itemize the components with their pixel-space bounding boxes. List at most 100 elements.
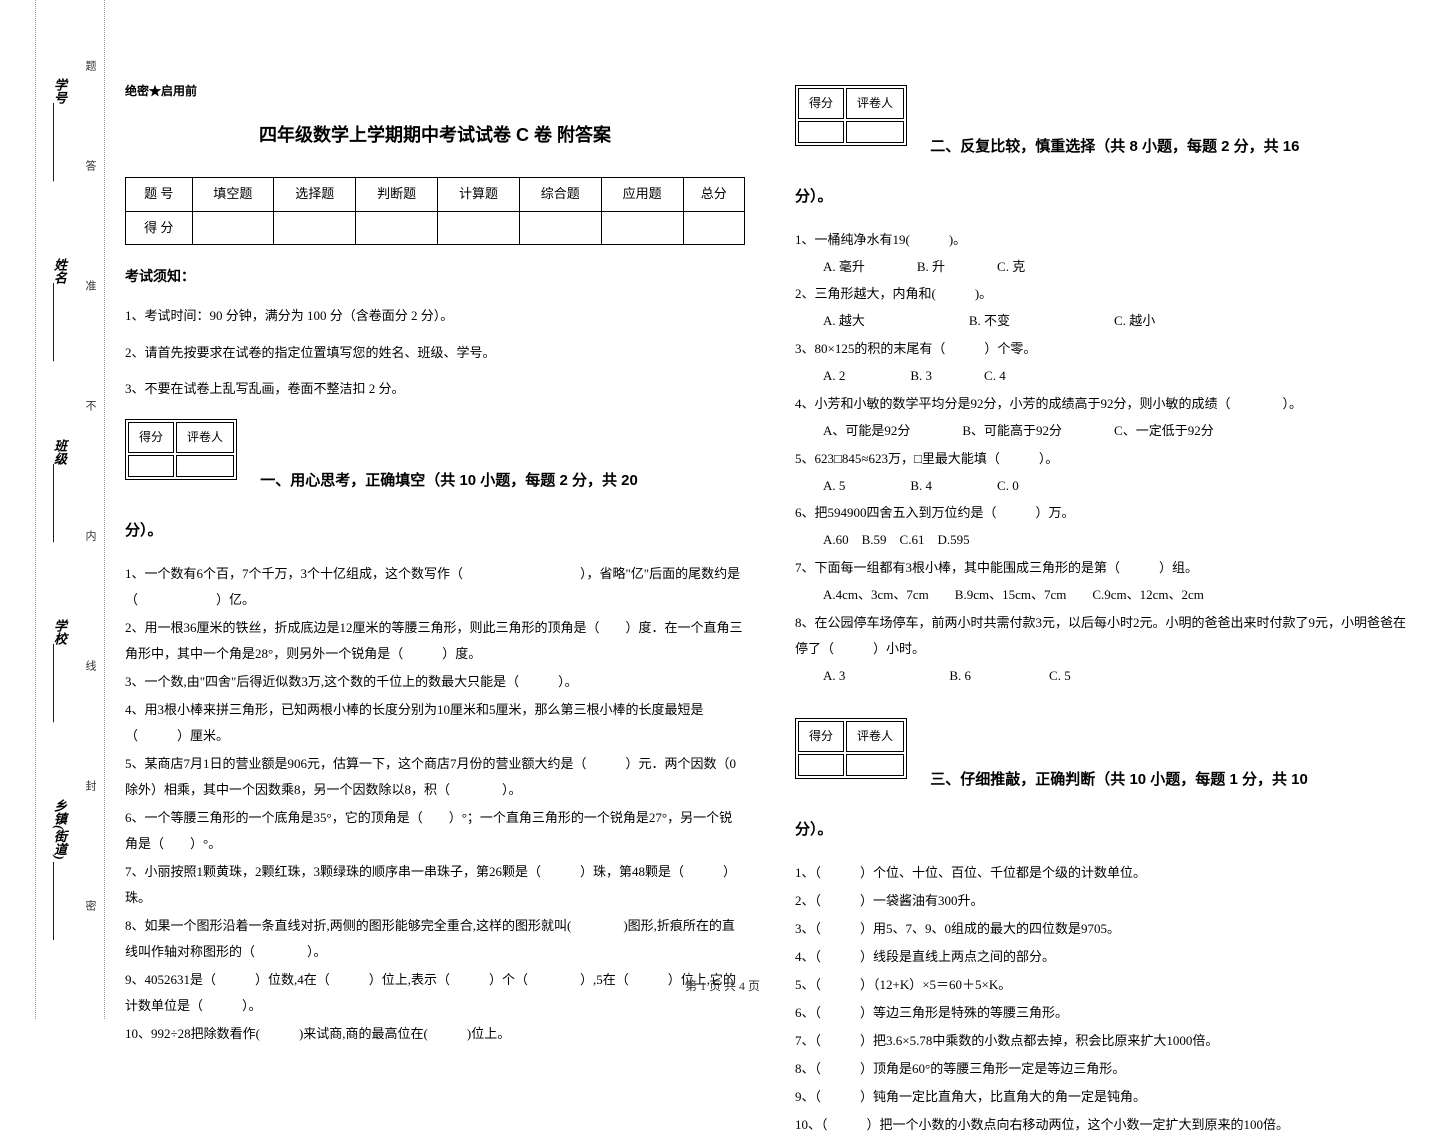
section2-title: 二、反复比较，慎重选择（共 8 小题，每题 2 分，共 16 — [930, 138, 1299, 155]
vlabel-name: 姓名____________ — [50, 258, 69, 362]
td-4 — [438, 211, 520, 245]
s3-q3: 3、（ ）用5、7、9、0组成的最大的四位数是9705。 — [795, 916, 1415, 942]
left-column: 绝密★启用前 四年级数学上学期期中考试试卷 C 卷 附答案 题 号 填空题 选择… — [125, 80, 745, 999]
sb2-e1 — [798, 121, 844, 143]
s3-q6: 6、（ ）等边三角形是特殊的等腰三角形。 — [795, 1000, 1415, 1026]
s3-q10: 10、（ ）把一个小数的小数点向右移动两位，这个小数一定扩大到原来的100倍。 — [795, 1112, 1415, 1138]
content-area: 绝密★启用前 四年级数学上学期期中考试试卷 C 卷 附答案 题 号 填空题 选择… — [105, 0, 1445, 1019]
confidential-label: 绝密★启用前 — [125, 80, 745, 103]
th-num: 题 号 — [126, 177, 193, 211]
s1-q9: 9、4052631是（ ）位数,4在（ ）位上,表示（ ）个（ ）,5在（ ）位… — [125, 967, 745, 1019]
th-choice: 选择题 — [274, 177, 356, 211]
s3-q1: 1、（ ）个位、十位、百位、千位都是个级的计数单位。 — [795, 860, 1415, 886]
vsmall-6: 封 — [82, 780, 98, 791]
s2-q6: 6、把594900四舍五入到万位约是（ ）万。 — [795, 500, 1415, 526]
sb2-grader: 评卷人 — [846, 88, 904, 119]
sb2-e2 — [846, 121, 904, 143]
s1-q1: 1、一个数有6个百，7个千万，3个十亿组成，这个数写作（ ），省略"亿"后面的尾… — [125, 561, 745, 613]
s3-q5: 5、（ ）（12+K）×5＝60＋5×K。 — [795, 972, 1415, 998]
td-label: 得 分 — [126, 211, 193, 245]
s3-q4: 4、（ ）线段是直线上两点之间的部分。 — [795, 944, 1415, 970]
section1-title: 一、用心思考，正确填空（共 10 小题，每题 2 分，共 20 — [260, 472, 638, 489]
vlabel-school: 学校____________ — [50, 619, 69, 723]
td-1 — [192, 211, 274, 245]
section1-title-cont: 分）。 — [125, 516, 745, 546]
dotted-line — [35, 0, 36, 1019]
s1-q4: 4、用3根小棒来拼三角形，已知两根小棒的长度分别为10厘米和5厘米，那么第三根小… — [125, 697, 745, 749]
s1-q5: 5、某商店7月1日的营业额是906元，估算一下，这个商店7月份的营业额大约是（ … — [125, 751, 745, 803]
sb3-e1 — [798, 754, 844, 776]
s3-q9: 9、（ ）钝角一定比直角大，比直角大的角一定是钝角。 — [795, 1084, 1415, 1110]
section3-title: 三、仔细推敲，正确判断（共 10 小题，每题 1 分，共 10 — [930, 771, 1308, 788]
th-fill: 填空题 — [192, 177, 274, 211]
th-comp: 综合题 — [519, 177, 601, 211]
vertical-labels: 学号____________ 姓名____________ 班级________… — [50, 0, 69, 1019]
td-3 — [356, 211, 438, 245]
vsmall-3: 不 — [82, 400, 98, 411]
s1-q3: 3、一个数,由"四舍"后得近似数3万,这个数的千位上的数最大只能是（ ）。 — [125, 669, 745, 695]
s2-q5-opts: A. 5 B. 4 C. 0 — [795, 474, 1415, 499]
s2-q2: 2、三角形越大，内角和( )。 — [795, 281, 1415, 307]
s1-q2: 2、用一根36厘米的铁丝，折成底边是12厘米的等腰三角形，则此三角形的顶角是（ … — [125, 615, 745, 667]
s3-q7: 7、（ ）把3.6×5.78中乘数的小数点都去掉，积会比原来扩大1000倍。 — [795, 1028, 1415, 1054]
section3-title-cont: 分）。 — [795, 815, 1415, 845]
s2-q8-opts: A. 3 B. 6 C. 5 — [795, 664, 1415, 689]
vlabel-id: 学号____________ — [50, 78, 69, 182]
sb1-e1 — [128, 455, 174, 477]
vsmall-5: 线 — [82, 660, 98, 671]
vsmall-7: 密 — [82, 900, 98, 911]
instr-1: 1、考试时间：90 分钟，满分为 100 分（含卷面分 2 分）。 — [125, 304, 745, 329]
page-footer: 第 1 页 共 4 页 — [685, 977, 760, 994]
score-table-value-row: 得 分 — [126, 211, 745, 245]
instructions-list: 1、考试时间：90 分钟，满分为 100 分（含卷面分 2 分）。 2、请首先按… — [125, 304, 745, 402]
score-table-header-row: 题 号 填空题 选择题 判断题 计算题 综合题 应用题 总分 — [126, 177, 745, 211]
s2-q4: 4、小芳和小敏的数学平均分是92分，小芳的成绩高于92分，则小敏的成绩（ ）。 — [795, 391, 1415, 417]
sb3-e2 — [846, 754, 904, 776]
score-table: 题 号 填空题 选择题 判断题 计算题 综合题 应用题 总分 得 分 — [125, 177, 745, 245]
instr-2: 2、请首先按要求在试卷的指定位置填写您的姓名、班级、学号。 — [125, 341, 745, 366]
instr-3: 3、不要在试卷上乱写乱画，卷面不整洁扣 2 分。 — [125, 377, 745, 402]
score-box-1: 得分 评卷人 — [125, 419, 237, 480]
s2-q1: 1、一桶纯净水有19( )。 — [795, 227, 1415, 253]
th-app: 应用题 — [601, 177, 683, 211]
s2-q8: 8、在公园停车场停车，前两小时共需付款3元，以后每小时2元。小明的爸爸出来时付款… — [795, 610, 1415, 662]
vsmall-1: 答 — [82, 160, 98, 171]
sb3-score: 得分 — [798, 721, 844, 752]
score-box-2: 得分 评卷人 — [795, 85, 907, 146]
sb1-grader: 评卷人 — [176, 422, 234, 453]
th-judge: 判断题 — [356, 177, 438, 211]
sb1-score: 得分 — [128, 422, 174, 453]
vsmall-2: 准 — [82, 280, 98, 291]
score-box-3: 得分 评卷人 — [795, 718, 907, 779]
sb3-grader: 评卷人 — [846, 721, 904, 752]
instructions-header: 考试须知： — [125, 265, 745, 292]
s3-q2: 2、（ ）一袋酱油有300升。 — [795, 888, 1415, 914]
td-7 — [683, 211, 744, 245]
vlabel-class: 班级____________ — [50, 439, 69, 543]
s1-q10: 10、992÷28把除数看作( )来试商,商的最高位在( )位上。 — [125, 1021, 745, 1047]
td-2 — [274, 211, 356, 245]
td-5 — [519, 211, 601, 245]
s2-q6-opts: A.60 B.59 C.61 D.595 — [795, 528, 1415, 553]
th-total: 总分 — [683, 177, 744, 211]
td-6 — [601, 211, 683, 245]
s1-q8: 8、如果一个图形沿着一条直线对折,两侧的图形能够完全重合,这样的图形就叫( )图… — [125, 913, 745, 965]
s3-q8: 8、（ ）顶角是60°的等腰三角形一定是等边三角形。 — [795, 1056, 1415, 1082]
s2-q2-opts: A. 越大 B. 不变 C. 越小 — [795, 309, 1415, 334]
section2-title-cont: 分）。 — [795, 182, 1415, 212]
s2-q7-opts: A.4cm、3cm、7cm B.9cm、15cm、7cm C.9cm、12cm、… — [795, 583, 1415, 608]
sb1-e2 — [176, 455, 234, 477]
s2-q3: 3、80×125的积的末尾有（ ）个零。 — [795, 336, 1415, 362]
vsmall-0: 题 — [82, 60, 98, 71]
s1-q7: 7、小丽按照1颗黄珠，2颗红珠，3颗绿珠的顺序串一串珠子，第26颗是（ ）珠，第… — [125, 859, 745, 911]
s2-q5: 5、623□845≈623万，□里最大能填（ ）。 — [795, 446, 1415, 472]
exam-title: 四年级数学上学期期中考试试卷 C 卷 附答案 — [125, 118, 745, 152]
binding-edge: 学号____________ 姓名____________ 班级________… — [0, 0, 105, 1019]
vlabel-town: 乡镇(街道) ____________ — [50, 799, 69, 941]
s1-q6: 6、一个等腰三角形的一个底角是35°，它的顶角是（ ）°；一个直角三角形的一个锐… — [125, 805, 745, 857]
s2-q4-opts: A、可能是92分 B、可能高于92分 C、一定低于92分 — [795, 419, 1415, 444]
s2-q3-opts: A. 2 B. 3 C. 4 — [795, 364, 1415, 389]
s2-q7: 7、下面每一组都有3根小棒，其中能围成三角形的是第（ ）组。 — [795, 555, 1415, 581]
vsmall-4: 内 — [82, 530, 98, 541]
right-column: 得分 评卷人 二、反复比较，慎重选择（共 8 小题，每题 2 分，共 16 分）… — [785, 80, 1415, 999]
